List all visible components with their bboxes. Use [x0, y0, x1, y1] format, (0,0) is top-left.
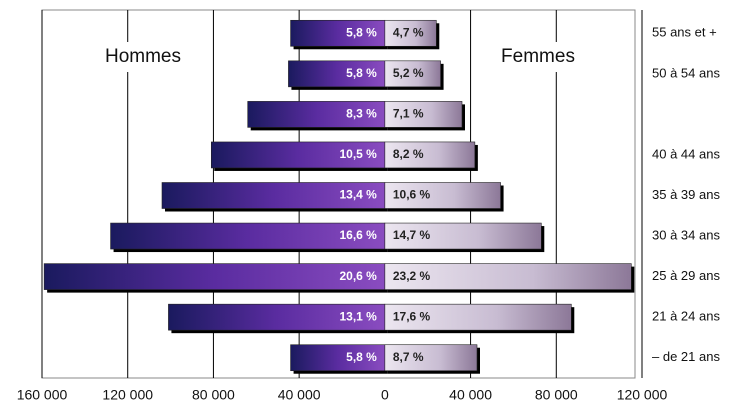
bar — [247, 101, 386, 128]
bar — [110, 222, 386, 250]
share-label: 13,1 % — [339, 309, 377, 323]
category-label: 50 à 54 ans — [652, 65, 720, 80]
share-label: 5,8 % — [346, 350, 377, 364]
share-label: 10,5 % — [339, 147, 377, 161]
share-label: 20,6 % — [339, 269, 377, 283]
bar — [384, 101, 463, 128]
share-label: 23,2 % — [393, 269, 431, 283]
share-label: 8,3 % — [346, 107, 377, 121]
share-label: 8,2 % — [393, 147, 424, 161]
category-label: 30 à 34 ans — [652, 227, 720, 242]
bar — [384, 263, 632, 290]
bar — [384, 344, 478, 372]
share-label: 17,6 % — [393, 309, 431, 323]
share-label: 14,7 % — [393, 228, 431, 242]
bar — [384, 19, 437, 47]
share-label: 5,8 % — [346, 66, 377, 80]
bar — [384, 222, 542, 250]
x-tick-label: 80 000 — [192, 387, 235, 403]
x-tick-label: 40 000 — [449, 387, 492, 403]
category-label: 25 à 29 ans — [652, 268, 720, 283]
x-tick-label: 80 000 — [535, 387, 578, 403]
bar — [384, 60, 441, 88]
bar — [290, 19, 386, 47]
x-tick-label: 160 000 — [17, 387, 68, 403]
share-label: 13,4 % — [339, 188, 377, 202]
bar — [161, 182, 386, 209]
share-label: 4,7 % — [393, 25, 424, 39]
category-label: 40 à 44 ans — [652, 146, 720, 161]
legend-label: Femmes — [501, 46, 575, 67]
category-label: 21 à 24 ans — [652, 309, 720, 324]
category-label: 55 ans et + — [652, 25, 717, 40]
x-tick-label: 40 000 — [278, 387, 321, 403]
bar — [384, 303, 572, 331]
bar — [384, 141, 476, 169]
share-label: 7,1 % — [393, 107, 424, 121]
x-tick-label: 120 000 — [617, 387, 668, 403]
bar — [290, 344, 386, 372]
bar — [288, 60, 386, 88]
category-label: 35 à 39 ans — [652, 187, 720, 202]
x-tick-label: 120 000 — [102, 387, 153, 403]
share-label: 10,6 % — [393, 188, 431, 202]
legend-label: Hommes — [105, 46, 181, 67]
share-label: 5,2 % — [393, 66, 424, 80]
bar — [210, 141, 386, 169]
bar — [384, 182, 501, 209]
share-label: 8,7 % — [393, 350, 424, 364]
x-tick-label: 0 — [381, 387, 389, 403]
legend-bg — [88, 42, 198, 72]
bar — [43, 263, 386, 290]
share-label: 5,8 % — [346, 25, 377, 39]
share-label: 16,6 % — [339, 228, 377, 242]
legend-bg — [486, 42, 590, 72]
category-label: – de 21 ans — [652, 349, 720, 364]
